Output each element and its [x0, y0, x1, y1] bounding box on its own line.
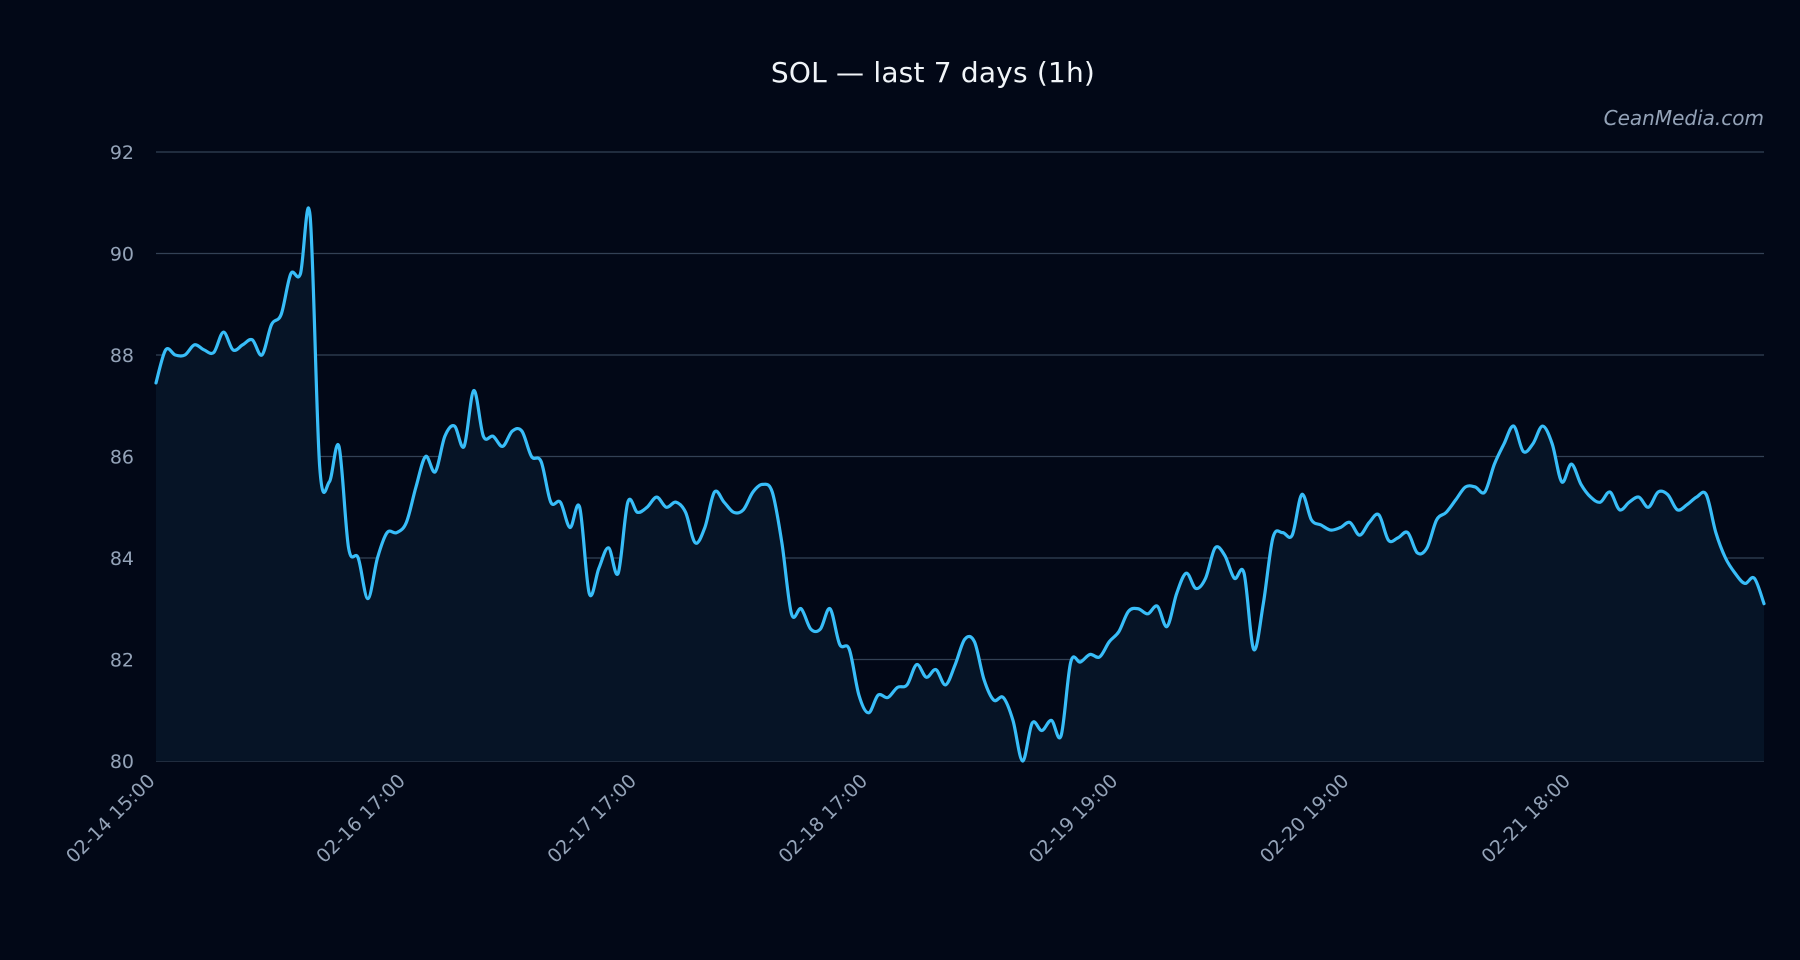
x-tick-label: 02-16 17:00: [312, 770, 410, 868]
y-axis: 80 82 84 86 88 90 92: [110, 142, 134, 773]
x-tick-label: 02-14 15:00: [62, 770, 160, 868]
watermark: CeanMedia.com: [1603, 106, 1764, 130]
series-area: [156, 207, 1764, 762]
x-tick-label: 02-21 18:00: [1477, 770, 1575, 868]
line-layer: [154, 206, 1766, 763]
series-line: [154, 206, 1766, 763]
x-tick-label: 02-19 19:00: [1025, 770, 1123, 868]
x-tick-label: 02-17 17:00: [543, 770, 641, 868]
y-tick-label: 86: [110, 447, 134, 469]
area-layer: [156, 207, 1764, 762]
x-tick-label: 02-18 17:00: [774, 770, 872, 868]
y-tick-label: 90: [110, 244, 134, 266]
y-tick-label: 88: [110, 345, 134, 367]
x-axis: 02-14 15:00 02-16 17:00 02-17 17:00 02-18 1…: [62, 770, 1575, 868]
y-tick-label: 82: [110, 650, 134, 672]
chart-title: SOL — last 7 days (1h): [770, 56, 1096, 89]
x-tick-label: 02-20 19:00: [1256, 770, 1354, 868]
y-tick-label: 84: [110, 548, 134, 570]
y-tick-label: 80: [110, 751, 134, 773]
y-tick-label: 92: [110, 142, 134, 164]
